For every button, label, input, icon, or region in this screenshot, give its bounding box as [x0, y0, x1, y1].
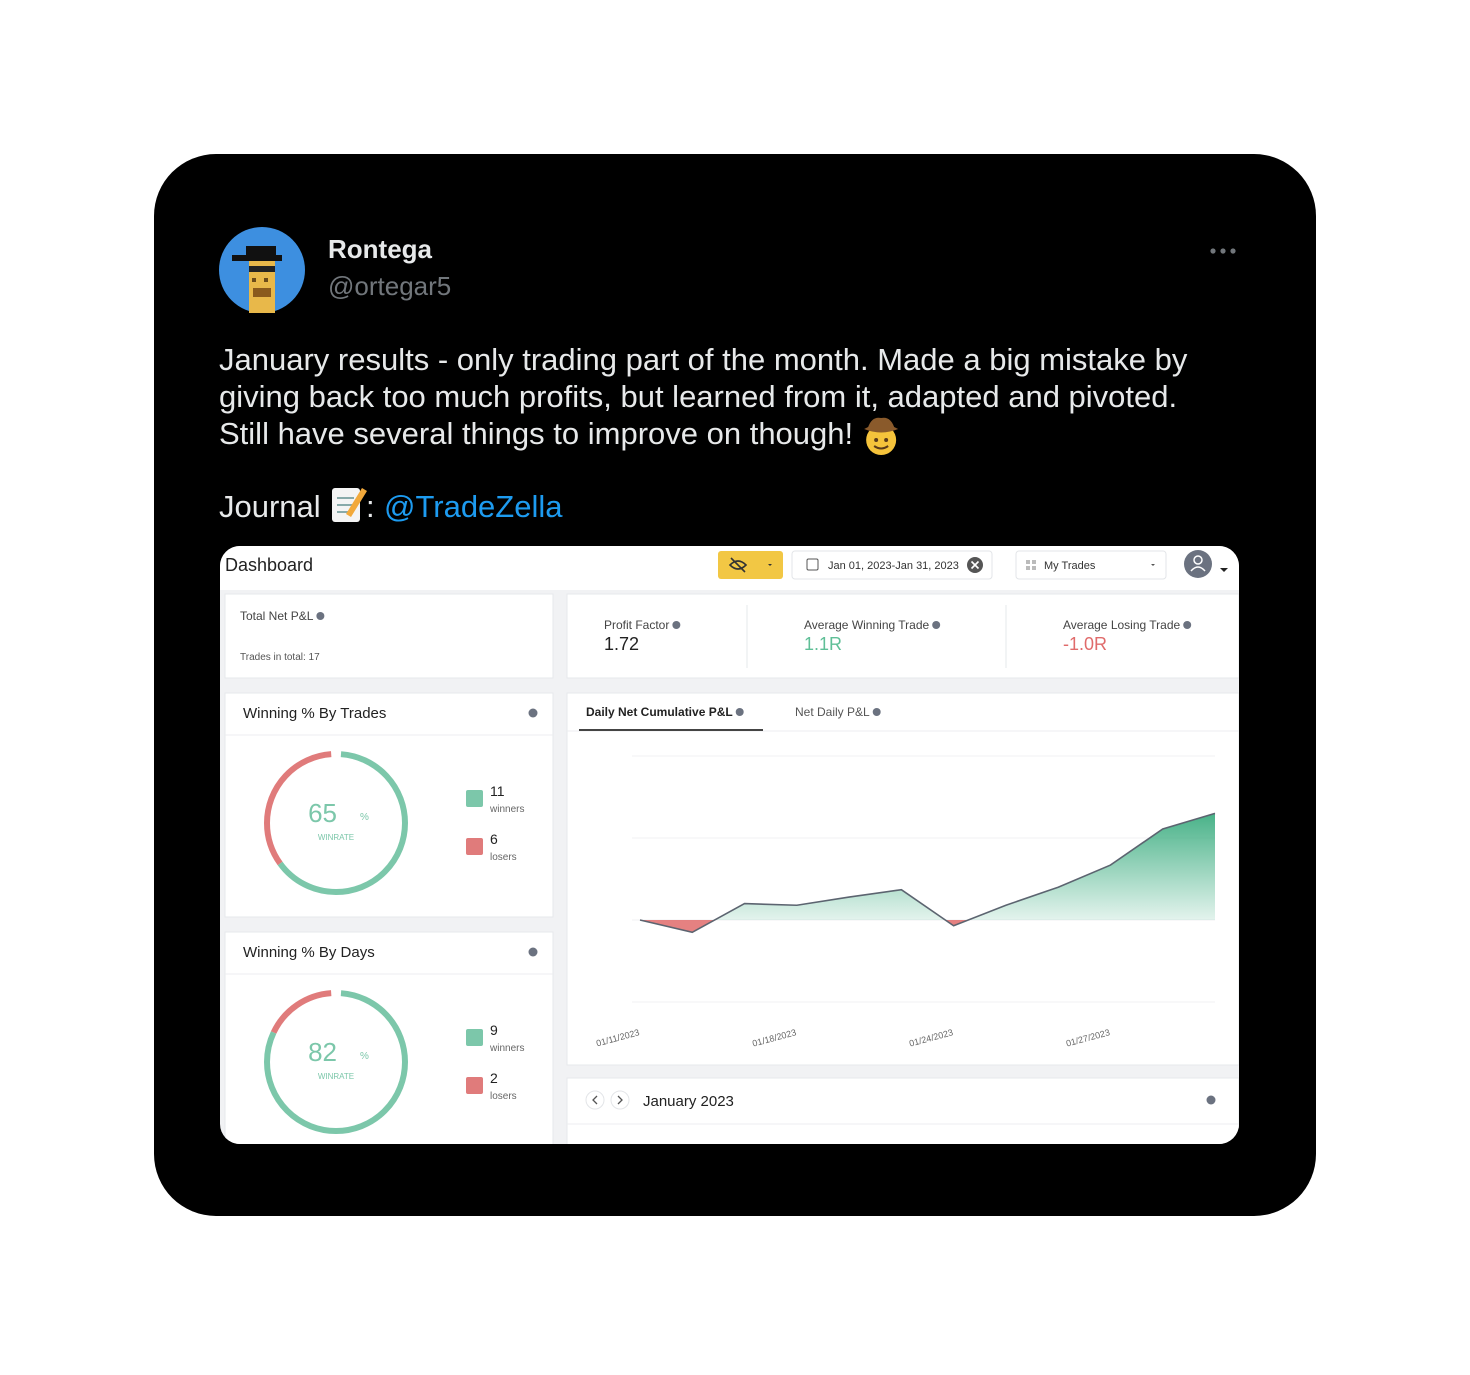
info-icon[interactable]: [316, 612, 325, 620]
author-handle[interactable]: @ortegar5: [328, 271, 451, 301]
stat-value: -1.0R: [1063, 634, 1107, 654]
stat-value: 1.72: [604, 634, 639, 654]
winners-label: winners: [489, 1043, 524, 1054]
area-positive: [640, 813, 1215, 920]
caret: [768, 564, 772, 566]
colon: :: [366, 489, 375, 524]
losers-count: 6: [490, 831, 498, 847]
winners-count: 11: [490, 783, 505, 799]
losers-label: losers: [490, 1091, 517, 1102]
stat-label: Profit Factor: [604, 618, 669, 632]
info-icon[interactable]: [528, 708, 538, 718]
winners-label: winners: [489, 804, 524, 815]
info-icon[interactable]: [1206, 1095, 1216, 1105]
tweet-line: January results - only trading part of t…: [219, 342, 1188, 377]
prev-month[interactable]: [585, 1090, 605, 1110]
journal-word: Journal: [219, 489, 321, 524]
card-title: Winning % By Trades: [243, 705, 386, 722]
winrate-cards: Winning % By Trades 65 % WINRATE 11 winners 6 l…: [224, 692, 554, 1144]
winrate-value: 82: [308, 1037, 337, 1067]
winrate-unit: %: [360, 1051, 369, 1062]
mention-link[interactable]: @TradeZella: [384, 489, 563, 524]
calendar-title: January 2023: [643, 1093, 734, 1110]
info-icon[interactable]: [735, 708, 744, 716]
losers-count: 2: [490, 1070, 498, 1086]
winrate-arc-winners: [264, 990, 408, 1134]
tweet-line: Still have several things to improve on …: [219, 416, 853, 451]
legend-swatch: [466, 1029, 483, 1046]
winrate-caption: WINRATE: [318, 1072, 354, 1081]
legend-swatch: [466, 838, 483, 855]
trades-total: Trades in total: 17: [240, 652, 320, 663]
calendar-card: [566, 1077, 1239, 1144]
winrate-arc-winners: [264, 751, 408, 895]
dashboard-title: Dashboard: [225, 555, 313, 575]
stat-label: Average Winning Trade: [804, 618, 930, 632]
avatar[interactable]: [219, 227, 305, 313]
pnl-line: [639, 812, 1216, 934]
emoji-cowboy: [864, 417, 899, 455]
winrate-arc-losers: [264, 751, 408, 895]
more-menu[interactable]: [1210, 248, 1236, 254]
eye-off-icon: [728, 557, 748, 573]
grid-icon: [1026, 560, 1036, 570]
stats-card: [566, 593, 1239, 679]
info-icon[interactable]: [528, 947, 538, 957]
date-picker[interactable]: [791, 550, 993, 580]
author-name[interactable]: Rontega: [328, 234, 433, 264]
info-icon[interactable]: [872, 708, 881, 716]
losers-label: losers: [490, 852, 517, 863]
dashboard: Dashboard Jan 01, 2023-Jan 31, 2023 My T…: [220, 546, 1239, 1144]
tab[interactable]: Daily Net Cumulative P&L: [586, 705, 733, 719]
info-icon[interactable]: [672, 621, 681, 629]
emoji-memo: [332, 488, 367, 522]
tab[interactable]: Net Daily P&L: [795, 705, 870, 719]
tweet-line: giving back too much profits, but learne…: [219, 379, 1177, 414]
legend-swatch: [466, 1077, 483, 1094]
winrate-caption: WINRATE: [318, 833, 354, 842]
winrate-value: 65: [308, 798, 337, 828]
stat-value: 1.1R: [804, 634, 842, 654]
legend-swatch: [466, 790, 483, 807]
winners-count: 9: [490, 1022, 498, 1038]
calendar-icon: [806, 558, 819, 571]
winrate-unit: %: [360, 812, 369, 823]
info-icon[interactable]: [1183, 621, 1192, 629]
stat-label: Average Losing Trade: [1063, 618, 1181, 632]
account-name: My Trades: [1044, 560, 1096, 572]
winrate-card: [224, 692, 554, 918]
info-icon[interactable]: [932, 621, 941, 629]
account-select[interactable]: [1015, 550, 1167, 580]
next-month[interactable]: [610, 1090, 630, 1110]
hide-button[interactable]: [718, 551, 783, 579]
total-pnl-card: [224, 593, 554, 679]
card-title: Winning % By Days: [243, 944, 375, 961]
date-range: Jan 01, 2023-Jan 31, 2023: [828, 560, 959, 572]
total-pnl-label: Total Net P&L: [240, 609, 314, 623]
